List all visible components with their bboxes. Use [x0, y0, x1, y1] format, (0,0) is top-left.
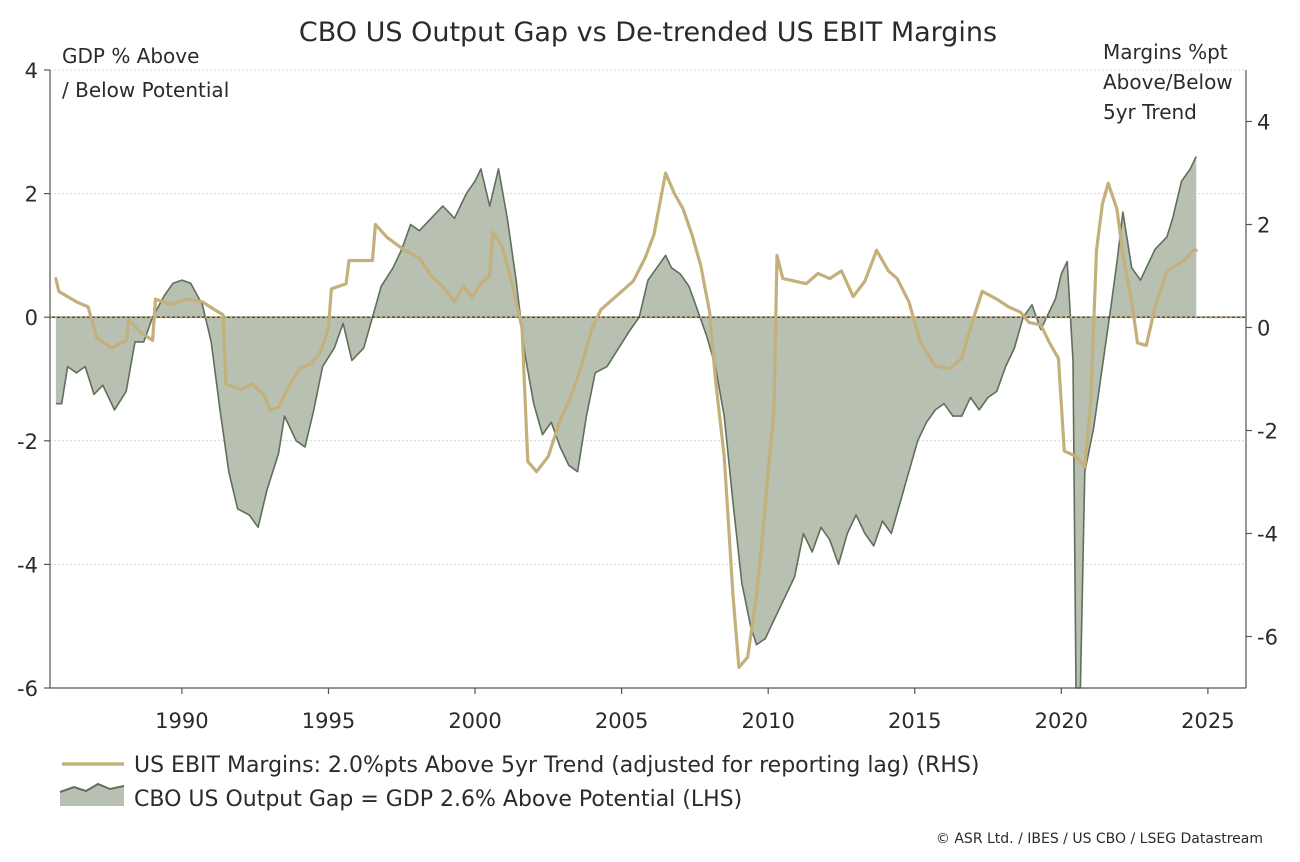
- right-tick-label-2: 0: [1257, 317, 1270, 341]
- output-gap-area-layer: [55, 156, 1197, 689]
- legend-label-output-gap: CBO US Output Gap = GDP 2.6% Above Poten…: [134, 787, 742, 812]
- right-tick-label-3: -2: [1257, 420, 1278, 444]
- ebit-margin-line: [54, 171, 1198, 669]
- x-tick-label-0: 1990: [155, 709, 208, 733]
- x-tick-label-4: 2010: [741, 709, 794, 733]
- chart-title: CBO US Output Gap vs De-trended US EBIT …: [299, 17, 997, 48]
- right-tick-label-4: -4: [1257, 523, 1278, 547]
- right-axis-label-line-3: 5yr Trend: [1103, 100, 1197, 124]
- left-tick-label-4: -4: [17, 553, 38, 577]
- right-tick-label-0: 4: [1257, 111, 1270, 135]
- right-axis-label-line-2: Above/Below: [1103, 70, 1233, 94]
- legend-label-ebit: US EBIT Margins: 2.0%pts Above 5yr Trend…: [134, 753, 979, 778]
- x-tick-label-3: 2005: [595, 709, 648, 733]
- left-tick-label-3: -2: [17, 430, 38, 454]
- left-tick-label-1: 2: [25, 183, 38, 207]
- legend-swatch-output-gap-area: [60, 784, 124, 806]
- left-tick-label-2: 0: [25, 306, 38, 330]
- tick-labels: 4 2 0 -2 -4 -6 4 2 0 -2 -4 -6 1990 1995 2000 2005 2010 20…: [17, 59, 1278, 733]
- legend: US EBIT Margins: 2.0%pts Above 5yr Trend…: [59, 753, 979, 812]
- output-gap-area-fill: [55, 156, 1197, 688]
- axes: [49, 70, 1247, 689]
- ebit-margin-line-layer: [54, 171, 1198, 669]
- legend-swatch-output-gap-outline: [59, 782, 125, 793]
- left-tick-label-0: 4: [25, 59, 38, 83]
- left-tick-label-5: -6: [17, 677, 38, 701]
- x-tick-label-7: 2025: [1181, 709, 1234, 733]
- left-axis-label-line-2: / Below Potential: [62, 78, 229, 102]
- left-axis-label-line-1: GDP % Above: [62, 44, 199, 68]
- x-tick-label-1: 1995: [302, 709, 355, 733]
- x-tick-label-2: 2000: [448, 709, 501, 733]
- right-tick-label-1: 2: [1257, 214, 1270, 238]
- right-tick-label-5: -6: [1257, 626, 1278, 650]
- right-axis-label-line-1: Margins %pt: [1103, 40, 1228, 64]
- x-tick-label-5: 2015: [888, 709, 941, 733]
- source-note: © ASR Ltd. / IBES / US CBO / LSEG Datast…: [936, 831, 1263, 847]
- x-tick-label-6: 2020: [1035, 709, 1088, 733]
